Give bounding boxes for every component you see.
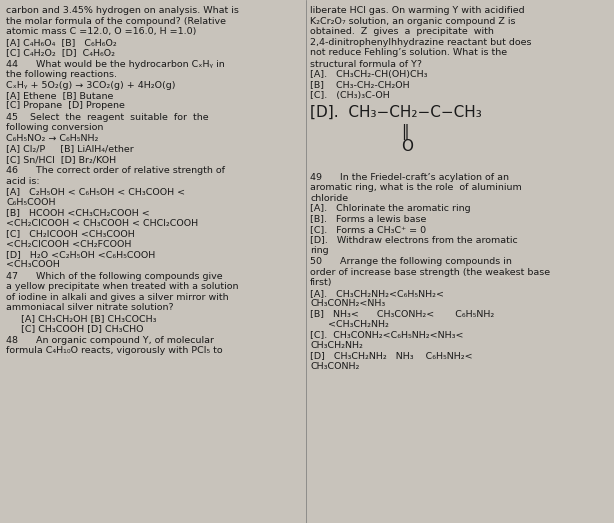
Text: 44      What would be the hydrocarbon CₓHᵧ in: 44 What would be the hydrocarbon CₓHᵧ in bbox=[6, 60, 225, 69]
Text: [D].   Withdraw electrons from the aromatic: [D]. Withdraw electrons from the aromati… bbox=[310, 235, 518, 244]
Text: ‖: ‖ bbox=[401, 124, 408, 141]
Text: of iodine in alkali and gives a silver mirror with: of iodine in alkali and gives a silver m… bbox=[6, 293, 229, 302]
Text: 49      In the Friedel-craft’s acylation of an: 49 In the Friedel-craft’s acylation of a… bbox=[310, 173, 509, 181]
Text: [A]   C₂H₅OH < C₆H₅OH < CH₃COOH <: [A] C₂H₅OH < C₆H₅OH < CH₃COOH < bbox=[6, 187, 185, 196]
Text: C₆H₅NO₂ → C₆H₅NH₂: C₆H₅NO₂ → C₆H₅NH₂ bbox=[6, 134, 98, 143]
Text: [A] Cl₂/P     [B] LiAlH₄/ether: [A] Cl₂/P [B] LiAlH₄/ether bbox=[6, 144, 134, 153]
Text: [C].   Forms a CH₃C⁺ = 0: [C]. Forms a CH₃C⁺ = 0 bbox=[310, 225, 426, 234]
Text: 2,4-dinitrophenylhhydrazine reactant but does: 2,4-dinitrophenylhhydrazine reactant but… bbox=[310, 38, 532, 47]
Text: [C] Propane  [D] Propene: [C] Propane [D] Propene bbox=[6, 101, 125, 110]
Text: obtained.  Z  gives  a  precipitate  with: obtained. Z gives a precipitate with bbox=[310, 27, 494, 36]
Text: CH₃CONH₂: CH₃CONH₂ bbox=[310, 362, 359, 371]
Text: acid is:: acid is: bbox=[6, 177, 40, 186]
Text: not reduce Fehling’s solution. What is the: not reduce Fehling’s solution. What is t… bbox=[310, 48, 507, 57]
Text: [B]   HCOOH <CH₃CH₂COOH <: [B] HCOOH <CH₃CH₂COOH < bbox=[6, 208, 150, 217]
Text: [C]   CH₂ICOOH <CH₃COOH: [C] CH₂ICOOH <CH₃COOH bbox=[6, 229, 135, 238]
Text: CₓHᵧ + 5O₂(g) → 3CO₂(g) + 4H₂O(g): CₓHᵧ + 5O₂(g) → 3CO₂(g) + 4H₂O(g) bbox=[6, 81, 176, 89]
Text: 48      An organic compound Y, of molecular: 48 An organic compound Y, of molecular bbox=[6, 336, 214, 345]
Text: [C] C₄H₂O₂  [D]  C₄H₆O₂: [C] C₄H₂O₂ [D] C₄H₆O₂ bbox=[6, 48, 115, 57]
Text: [A] C₄H₆O₄  [B]   C₆H₆O₂: [A] C₄H₆O₄ [B] C₆H₆O₂ bbox=[6, 38, 117, 47]
Text: [B]   NH₃<      CH₃CONH₂<       C₆H₅NH₂: [B] NH₃< CH₃CONH₂< C₆H₅NH₂ bbox=[310, 310, 494, 319]
Text: aromatic ring, what is the role  of aluminium: aromatic ring, what is the role of alumi… bbox=[310, 183, 522, 192]
Text: [A].   CH₃CH₂-CH(OH)CH₃: [A]. CH₃CH₂-CH(OH)CH₃ bbox=[310, 70, 427, 79]
Text: ammoniacal silver nitrate solution?: ammoniacal silver nitrate solution? bbox=[6, 303, 174, 312]
Text: a yellow precipitate when treated with a solution: a yellow precipitate when treated with a… bbox=[6, 282, 239, 291]
Text: [A].   Chlorinate the aromatic ring: [A]. Chlorinate the aromatic ring bbox=[310, 204, 471, 213]
Text: [B]    CH₃-CH₂-CH₂OH: [B] CH₃-CH₂-CH₂OH bbox=[310, 81, 410, 89]
Text: [C] CH₃COOH [D] CH₃CHO: [C] CH₃COOH [D] CH₃CHO bbox=[6, 324, 144, 333]
Text: structural formula of Y?: structural formula of Y? bbox=[310, 60, 422, 69]
Text: ring: ring bbox=[310, 246, 328, 255]
Text: <CH₂ClCOOH <CH₂FCOOH: <CH₂ClCOOH <CH₂FCOOH bbox=[6, 240, 131, 248]
Text: [A].   CH₃CH₂NH₂<C₆H₅NH₂<: [A]. CH₃CH₂NH₂<C₆H₅NH₂< bbox=[310, 289, 444, 298]
Text: 45    Select  the  reagent  suitable  for  the: 45 Select the reagent suitable for the bbox=[6, 113, 209, 122]
Text: [C].  CH₃CONH₂<C₆H₅NH₂<NH₃<: [C]. CH₃CONH₂<C₆H₅NH₂<NH₃< bbox=[310, 331, 464, 339]
Text: O: O bbox=[401, 139, 413, 154]
Text: atomic mass C =12.0, O =16.0, H =1.0): atomic mass C =12.0, O =16.0, H =1.0) bbox=[6, 27, 196, 36]
Text: first): first) bbox=[310, 278, 333, 287]
Text: formula C₄H₁₀O reacts, vigorously with PCl₅ to: formula C₄H₁₀O reacts, vigorously with P… bbox=[6, 346, 223, 355]
Text: [C].   (CH₃)₃C-OH: [C]. (CH₃)₃C-OH bbox=[310, 91, 390, 100]
Text: 47      Which of the following compounds give: 47 Which of the following compounds give bbox=[6, 272, 223, 281]
Text: [D]   H₂O <C₂H₅OH <C₆H₅COOH: [D] H₂O <C₂H₅OH <C₆H₅COOH bbox=[6, 250, 155, 259]
Text: K₂Cr₂O₇ solution, an organic compound Z is: K₂Cr₂O₇ solution, an organic compound Z … bbox=[310, 17, 516, 26]
Text: [B].   Forms a lewis base: [B]. Forms a lewis base bbox=[310, 214, 427, 223]
Text: C₆H₅COOH: C₆H₅COOH bbox=[6, 198, 56, 207]
Text: <CH₂ClCOOH < CH₃COOH < CHCl₂COOH: <CH₂ClCOOH < CH₃COOH < CHCl₂COOH bbox=[6, 219, 198, 228]
Text: <CH₃COOH: <CH₃COOH bbox=[6, 260, 60, 269]
Text: order of increase base strength (the weakest base: order of increase base strength (the wea… bbox=[310, 268, 550, 277]
Text: 50      Arrange the following compounds in: 50 Arrange the following compounds in bbox=[310, 257, 512, 266]
Text: CH₃CONH₂<NH₃: CH₃CONH₂<NH₃ bbox=[310, 299, 386, 308]
Text: liberate HCl gas. On warming Y with acidified: liberate HCl gas. On warming Y with acid… bbox=[310, 6, 525, 15]
Text: [A] CH₃CH₂OH [B] CH₃COCH₃: [A] CH₃CH₂OH [B] CH₃COCH₃ bbox=[6, 314, 157, 323]
Text: [C] Sn/HCl  [D] Br₂/KOH: [C] Sn/HCl [D] Br₂/KOH bbox=[6, 155, 116, 164]
Text: 46      The correct order of relative strength of: 46 The correct order of relative strengt… bbox=[6, 166, 225, 175]
Text: chloride: chloride bbox=[310, 194, 348, 202]
Text: the molar formula of the compound? (Relative: the molar formula of the compound? (Rela… bbox=[6, 17, 226, 26]
Text: [D].  CH₃−CH₂−C−CH₃: [D]. CH₃−CH₂−C−CH₃ bbox=[310, 105, 482, 120]
Text: the following reactions.: the following reactions. bbox=[6, 70, 117, 79]
Text: [A] Ethene  [B] Butane: [A] Ethene [B] Butane bbox=[6, 91, 114, 100]
Text: <CH₃CH₂NH₂: <CH₃CH₂NH₂ bbox=[310, 320, 389, 329]
Text: carbon and 3.45% hydrogen on analysis. What is: carbon and 3.45% hydrogen on analysis. W… bbox=[6, 6, 239, 15]
Text: [D]   CH₃CH₂NH₂   NH₃    C₆H₅NH₂<: [D] CH₃CH₂NH₂ NH₃ C₆H₅NH₂< bbox=[310, 351, 473, 360]
Text: following conversion: following conversion bbox=[6, 123, 104, 132]
Text: CH₃CH₂NH₂: CH₃CH₂NH₂ bbox=[310, 341, 363, 350]
